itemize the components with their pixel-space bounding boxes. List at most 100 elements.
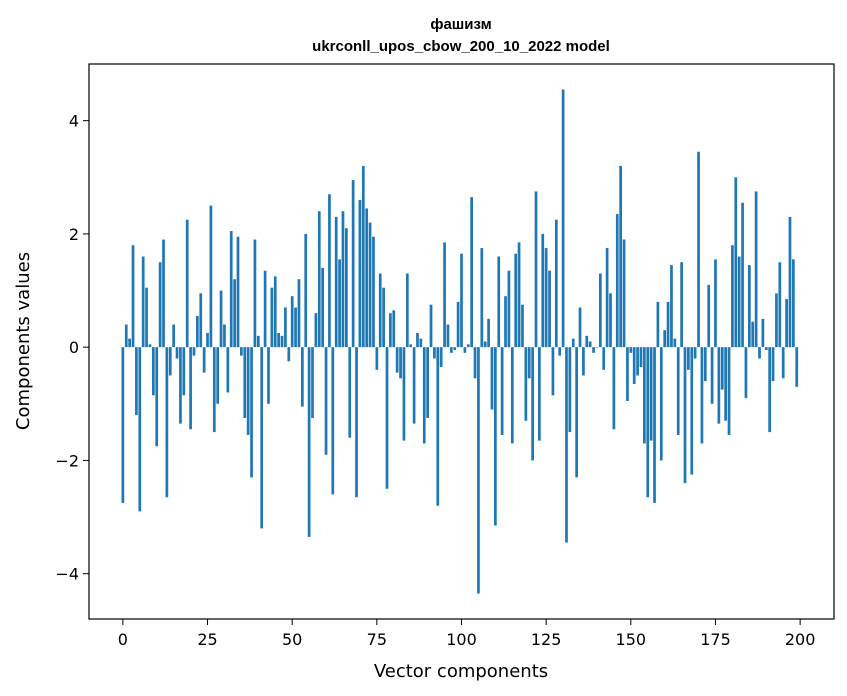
bar <box>764 347 768 350</box>
x-tick-label: 50 <box>282 630 302 649</box>
bar <box>202 347 206 373</box>
bar <box>585 335 589 348</box>
bar <box>751 321 755 348</box>
bar <box>216 347 220 404</box>
bar <box>605 248 609 348</box>
bar <box>422 347 426 444</box>
bar <box>768 347 772 433</box>
bar <box>792 259 795 348</box>
bar <box>507 270 511 348</box>
bar <box>490 347 494 410</box>
bar <box>192 347 196 356</box>
bar <box>219 290 223 348</box>
bar <box>538 347 541 441</box>
bar <box>548 270 551 348</box>
bar <box>433 347 436 359</box>
bar <box>449 347 453 353</box>
bar <box>720 347 724 390</box>
bar <box>775 293 778 348</box>
bar <box>402 347 406 441</box>
bar <box>754 191 758 348</box>
bar <box>690 347 694 475</box>
bar <box>172 324 176 348</box>
bar <box>131 245 135 348</box>
bar <box>571 338 575 348</box>
bar <box>196 316 199 348</box>
bar <box>466 344 470 348</box>
bar <box>470 197 474 348</box>
bar <box>737 256 741 348</box>
bar <box>592 347 595 353</box>
bar <box>639 347 643 367</box>
bar <box>280 335 284 348</box>
bar <box>277 333 280 348</box>
bar <box>246 347 250 435</box>
bar <box>788 216 792 348</box>
bar <box>317 211 321 348</box>
bar <box>273 276 277 348</box>
bar <box>206 333 209 348</box>
x-tick-label: 0 <box>118 630 128 649</box>
bar <box>341 211 345 348</box>
x-tick-label: 125 <box>531 630 562 649</box>
bar <box>460 253 463 348</box>
bar <box>463 347 467 353</box>
bar <box>700 347 704 444</box>
bar <box>145 287 148 348</box>
y-tick-label: 2 <box>69 225 79 244</box>
bar <box>412 347 416 424</box>
y-axis-label: Components values <box>13 252 34 430</box>
bar <box>795 347 799 387</box>
y-tick-label: −4 <box>55 565 79 584</box>
bar <box>297 279 301 348</box>
bar <box>307 347 311 537</box>
bar <box>609 293 612 348</box>
bar <box>653 347 656 503</box>
x-axis-label: Vector components <box>374 661 548 682</box>
bar <box>226 347 230 393</box>
bar <box>514 253 518 348</box>
bar <box>331 347 335 495</box>
bar <box>128 338 131 348</box>
bar <box>578 307 582 348</box>
bar <box>761 318 765 348</box>
bar <box>717 347 721 424</box>
bar <box>233 279 236 348</box>
bar <box>334 216 338 348</box>
bar <box>158 262 162 348</box>
bar <box>598 273 602 348</box>
bar <box>534 191 538 348</box>
bar <box>162 239 165 348</box>
x-tick-label: 25 <box>197 630 217 649</box>
bar <box>683 347 687 484</box>
bar <box>165 347 169 498</box>
bar <box>480 248 484 348</box>
bar <box>426 347 429 418</box>
bar <box>494 347 497 526</box>
bar <box>595 347 599 348</box>
bar <box>311 347 314 418</box>
bar <box>714 259 717 348</box>
bar <box>568 347 572 433</box>
bar <box>324 347 328 455</box>
bar <box>487 318 490 348</box>
x-tick-label: 100 <box>446 630 477 649</box>
bar <box>622 239 626 348</box>
bar <box>588 341 592 348</box>
bar <box>724 347 727 421</box>
bar <box>521 304 524 348</box>
bar <box>260 347 264 529</box>
bar <box>602 347 606 370</box>
bar <box>368 222 372 348</box>
bar <box>290 296 294 348</box>
bar <box>250 347 253 478</box>
bar <box>395 347 399 373</box>
bar <box>731 245 734 348</box>
bar <box>429 304 433 348</box>
bar <box>541 233 545 348</box>
bar <box>338 259 341 348</box>
bar <box>680 262 683 348</box>
bar <box>328 194 331 348</box>
chart-subtitle: ukrconll_upos_cbow_200_10_2022 model <box>312 38 610 55</box>
